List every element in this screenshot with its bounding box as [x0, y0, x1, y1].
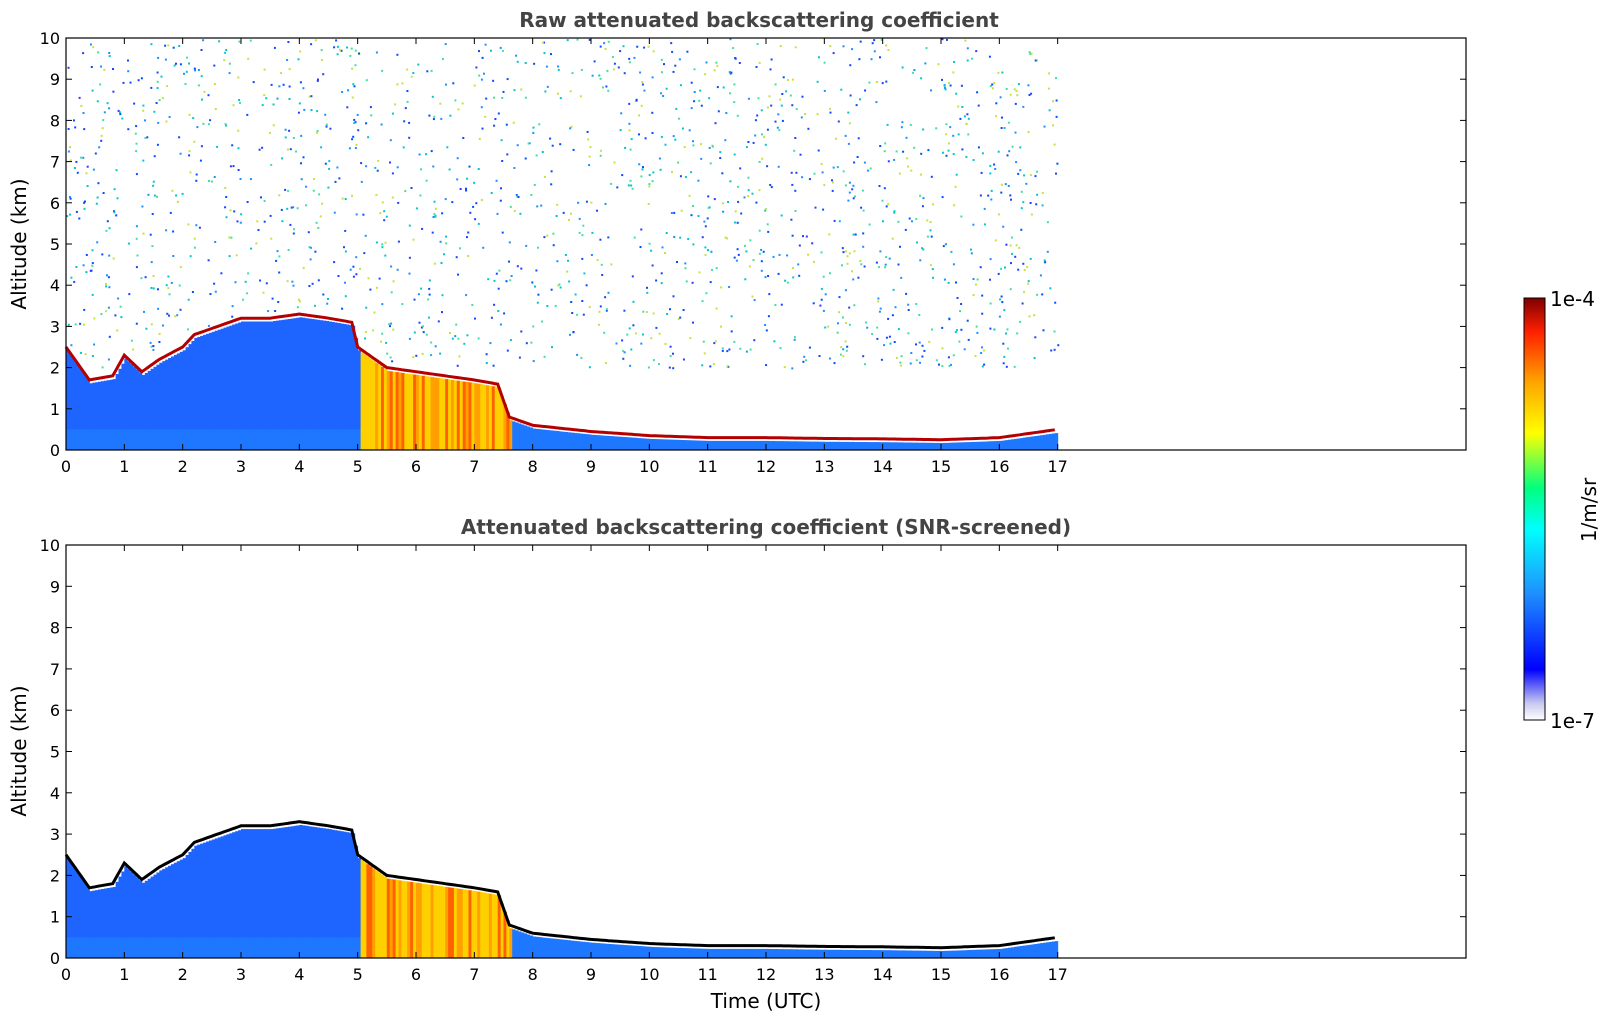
colorbar-gradient: [1523, 297, 1546, 721]
x-tick-label: 1: [119, 457, 129, 476]
x-tick-label: 8: [528, 457, 538, 476]
y-tick-label: 0: [50, 949, 60, 968]
x-tick-label: 8: [528, 965, 538, 984]
x-tick-label: 10: [639, 965, 659, 984]
y-tick-label: 8: [50, 619, 60, 638]
y-tick-label: 9: [50, 70, 60, 89]
x-tick-label: 12: [756, 457, 776, 476]
x-tick-label: 11: [697, 457, 717, 476]
x-tick-label: 14: [872, 457, 892, 476]
x-tick-label: 9: [586, 457, 596, 476]
panel-title: Raw attenuated backscattering coefficien…: [519, 8, 999, 32]
x-tick-label: 4: [294, 965, 304, 984]
x-tick-label: 7: [469, 965, 479, 984]
x-tick-label: 6: [411, 457, 421, 476]
x-tick-label: 11: [697, 965, 717, 984]
x-axis-label: Time (UTC): [710, 989, 822, 1013]
x-tick-label: 5: [353, 965, 363, 984]
panel-raw: Raw attenuated backscattering coefficien…: [7, 8, 1467, 476]
x-tick-label: 2: [178, 457, 188, 476]
x-tick-label: 0: [61, 457, 71, 476]
y-tick-label: 3: [50, 317, 60, 336]
y-tick-label: 3: [50, 825, 60, 844]
x-tick-label: 0: [61, 965, 71, 984]
y-tick-label: 2: [50, 866, 60, 885]
cloud-layer-line: [64, 820, 1055, 950]
y-tick-label: 8: [50, 111, 60, 130]
colorbar-unit-label: 1/m/sr: [1577, 477, 1601, 542]
y-axis: 0 1 2 3 4 5 6 7 8 9 10: [40, 29, 1466, 460]
y-axis-label: Altitude (km): [7, 685, 31, 816]
backscatter-field: [66, 825, 1059, 958]
y-tick-label: 5: [50, 235, 60, 254]
x-tick-label: 16: [989, 965, 1009, 984]
y-tick-label: 5: [50, 743, 60, 762]
x-tick-label: 14: [872, 965, 892, 984]
x-tick-label: 17: [1047, 965, 1067, 984]
x-tick-label: 9: [586, 965, 596, 984]
x-tick-label: 6: [411, 965, 421, 984]
x-tick-label: 17: [1047, 457, 1067, 476]
y-tick-label: 4: [50, 784, 60, 803]
x-tick-label: 4: [294, 457, 304, 476]
x-tick-label: 13: [814, 457, 834, 476]
x-tick-label: 10: [639, 457, 659, 476]
y-tick-label: 9: [50, 577, 60, 596]
x-tick-label: 15: [931, 457, 951, 476]
colorbar-max-label: 1e-4: [1550, 287, 1595, 311]
x-tick-label: 7: [469, 457, 479, 476]
y-tick-label: 0: [50, 441, 60, 460]
x-tick-label: 16: [989, 457, 1009, 476]
backscatter-field: [66, 38, 1060, 450]
x-tick-label: 13: [814, 965, 834, 984]
y-tick-label: 4: [50, 276, 60, 295]
y-tick-label: 1: [50, 908, 60, 927]
x-tick-label: 5: [353, 457, 363, 476]
y-tick-label: 7: [50, 153, 60, 172]
y-axis: 0 1 2 3 4 5 6 7 8 9 10: [40, 536, 1466, 968]
x-tick-label: 2: [178, 965, 188, 984]
x-tick-label: 12: [756, 965, 776, 984]
y-axis-label: Altitude (km): [7, 178, 31, 309]
y-tick-label: 10: [40, 29, 60, 48]
x-axis: 0 1 2 3 4 5 6 7 8 9 10 11 12 13 14 15 16 17: [61, 545, 1068, 984]
cloud-layer-line: [64, 312, 1055, 442]
colorbar-min-label: 1e-7: [1550, 709, 1595, 733]
x-tick-label: 3: [236, 457, 246, 476]
panel-title: Attenuated backscattering coefficient (S…: [461, 515, 1071, 539]
x-tick-label: 15: [931, 965, 951, 984]
colorbar: 1e-4 1e-7 1/m/sr: [1523, 287, 1601, 733]
y-tick-label: 1: [50, 400, 60, 419]
x-tick-label: 3: [236, 965, 246, 984]
x-tick-label: 1: [119, 965, 129, 984]
y-tick-label: 6: [50, 194, 60, 213]
panel-snr-screened: Attenuated backscattering coefficient (S…: [7, 515, 1467, 1013]
y-tick-label: 7: [50, 660, 60, 679]
y-tick-label: 6: [50, 701, 60, 720]
y-tick-label: 2: [50, 359, 60, 378]
y-tick-label: 10: [40, 536, 60, 555]
x-axis: 0 1 2 3 4 5 6 7 8 9 10 11 12 13 14 15 16 17: [61, 38, 1068, 476]
